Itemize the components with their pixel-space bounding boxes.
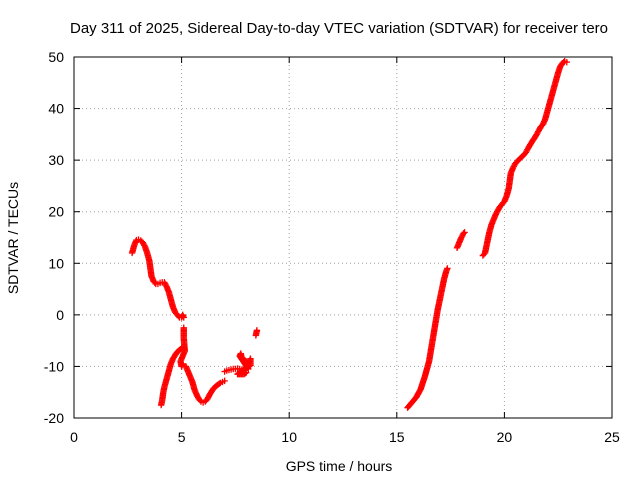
- x-tick-label: 5: [178, 429, 186, 445]
- plot-frame: [73, 56, 613, 419]
- data-point: [252, 332, 260, 339]
- data-point: [180, 314, 187, 321]
- data-point: [563, 58, 571, 66]
- data-points: [128, 57, 571, 411]
- y-tick-label: 50: [48, 49, 64, 65]
- axis-ticks: [73, 56, 613, 419]
- y-tick-label: 10: [48, 255, 64, 271]
- y-tick-label: 30: [48, 152, 64, 168]
- x-tick-label: 10: [281, 429, 297, 445]
- data-point: [460, 230, 467, 237]
- x-axis-label: GPS time / hours: [286, 458, 393, 474]
- y-tick-label: -10: [44, 358, 64, 374]
- y-axis-label: SDTVAR / TECUs: [5, 182, 21, 294]
- data-point: [444, 265, 451, 272]
- y-tick-label: 40: [48, 101, 64, 117]
- y-tick-label: 0: [56, 307, 64, 323]
- data-point: [242, 369, 250, 376]
- grid-lines: [74, 57, 612, 418]
- chart-title: Day 311 of 2025, Sidereal Day-to-day VTE…: [70, 20, 608, 37]
- data-point: [151, 279, 158, 286]
- data-point: [461, 229, 468, 236]
- data-point: [241, 370, 249, 377]
- data-point: [216, 380, 223, 387]
- x-tick-label: 25: [604, 429, 620, 445]
- data-point: [196, 397, 204, 404]
- x-tick-label: 0: [70, 429, 78, 445]
- y-tick-label: 20: [48, 204, 64, 220]
- data-point: [179, 360, 186, 368]
- data-point: [221, 377, 228, 385]
- x-tick-label: 15: [389, 429, 405, 445]
- y-tick-label: -20: [44, 410, 64, 426]
- x-tick-label: 20: [497, 429, 513, 445]
- tick-labels: 0 5 10 15 20 25 -20 -10 0 10 20 30 40 50: [44, 49, 620, 445]
